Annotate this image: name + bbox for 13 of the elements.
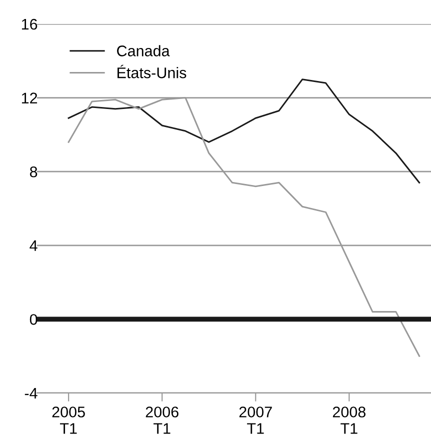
x-tick-label: 2005 T1 [52,406,85,434]
y-tick-label: 0 [30,314,38,325]
y-tick-label: 12 [22,92,38,104]
y-tick-label: 16 [22,18,38,30]
line-series [68,78,420,184]
legend-label: États-Unis [118,64,186,78]
x-tick-label: 2006 T1 [146,406,178,434]
y-tick-label: -4 [24,388,38,399]
legend-label: Canada [117,45,170,56]
y-tick-label: 8 [30,166,38,178]
x-tick-label: 2008 T1 [332,406,366,434]
y-tick-label: 4 [30,240,38,251]
x-tick-label: 2007 T1 [239,406,272,434]
